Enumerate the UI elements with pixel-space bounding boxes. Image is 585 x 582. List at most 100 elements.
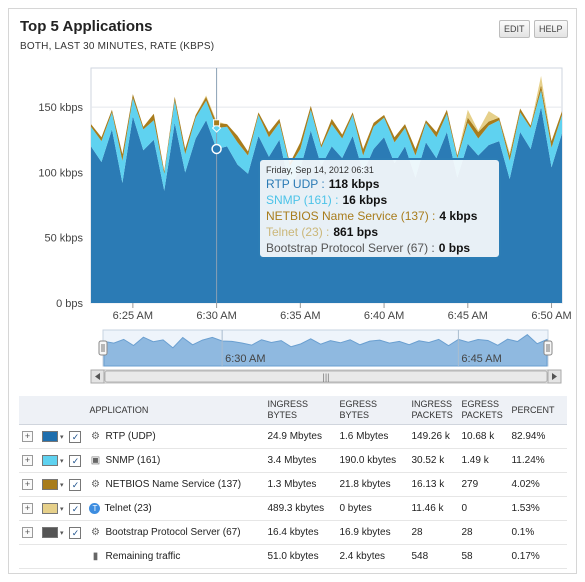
tooltip-series-label: SNMP (161) : [266, 193, 339, 207]
ingress-bytes-cell: 16.4 kbytes [264, 520, 337, 545]
application-name[interactable]: Telnet (23) [104, 503, 152, 515]
area-series-1[interactable] [91, 90, 562, 191]
percent-cell: 0.17% [508, 544, 567, 569]
table-row[interactable]: + ▾ ✓ ⚙ RTP (UDP) 24.9 Mbytes 1.6 Mbytes 149.2… [19, 424, 567, 449]
application-cell[interactable]: ⚙ RTP (UDP) [86, 424, 265, 449]
color-column-header [39, 396, 67, 425]
color-cell: ▾ [39, 424, 67, 449]
application-name[interactable]: SNMP (161) [105, 455, 161, 467]
application-name: Remaining traffic [105, 551, 181, 563]
application-cell[interactable]: T Telnet (23) [86, 496, 265, 521]
column-header-application[interactable]: APPLICATION [86, 396, 265, 425]
tooltip-series-value: 4 kbps [439, 209, 478, 223]
area-series-2[interactable] [91, 84, 562, 174]
color-dropdown-icon[interactable]: ▾ [58, 434, 64, 442]
tooltip-row: SNMP (161) :16 kbps [266, 192, 493, 208]
checkbox-cell: ✓ [66, 496, 87, 521]
series-color-swatch[interactable] [42, 454, 58, 466]
series-visibility-checkbox[interactable]: ✓ [69, 526, 82, 539]
expand-row-button[interactable]: + [22, 479, 33, 490]
color-dropdown-icon[interactable]: ▾ [58, 458, 64, 466]
tooltip-row: Bootstrap Protocol Server (67) :0 bps [266, 240, 493, 256]
scrollbar-grip: ||| [322, 372, 329, 382]
series-visibility-checkbox[interactable]: ✓ [69, 430, 82, 443]
egress-bytes-cell: 0 bytes [336, 496, 409, 521]
tooltip-series-label: NETBIOS Name Service (137) : [266, 209, 436, 223]
color-dropdown-icon[interactable]: ▾ [58, 530, 64, 538]
x-tick-label: 6:40 AM [364, 310, 404, 322]
color-cell [39, 544, 67, 569]
gears-icon: ⚙ [90, 478, 100, 490]
table-row[interactable]: + ▾ ✓ ⚙ NETBIOS Name Service (137) 1.3 Mbyte… [19, 472, 567, 497]
series-visibility-checkbox[interactable]: ✓ [69, 502, 82, 515]
color-cell: ▾ [39, 520, 67, 545]
widget-subtitle: BOTH, LAST 30 MINUTES, RATE (KBPS) [20, 41, 215, 52]
x-tick-label: 6:50 AM [531, 310, 571, 322]
expand-cell: + [19, 424, 39, 449]
series-color-swatch[interactable] [42, 526, 58, 538]
egress-packets-cell: 28 [458, 520, 509, 545]
application-name[interactable]: NETBIOS Name Service (137) [105, 479, 242, 491]
column-header-egress-packets[interactable]: EGRESS PACKETS [458, 396, 509, 425]
ingress-bytes-cell: 51.0 kbytes [264, 544, 337, 569]
color-dropdown-icon[interactable]: ▾ [58, 482, 64, 490]
series-color-swatch[interactable] [42, 502, 58, 514]
y-tick-label: 0 bps [56, 298, 83, 310]
table-row[interactable]: + ▾ ✓ ▣ SNMP (161) 3.4 Mbytes 190.0 kbytes 30.… [19, 448, 567, 473]
egress-bytes-cell: 21.8 kbytes [336, 472, 409, 497]
checkbox-cell: ✓ [66, 472, 87, 497]
tooltip-row: Telnet (23) :861 bps [266, 224, 493, 240]
help-button[interactable]: HELP [534, 20, 568, 38]
percent-cell: 1.53% [508, 496, 567, 521]
ingress-packets-cell: 548 [408, 544, 459, 569]
application-cell[interactable]: ⚙ Bootstrap Protocol Server (67) [86, 520, 265, 545]
expand-row-button[interactable]: + [22, 527, 33, 538]
tooltip-row: RTP UDP :118 kbps [266, 176, 493, 192]
column-header-ingress-bytes[interactable]: INGRESS BYTES [264, 396, 337, 425]
expand-row-button[interactable]: + [22, 431, 33, 442]
expand-cell [19, 544, 39, 569]
navigator-time-label: 6:30 AM [225, 353, 265, 365]
column-header-egress-bytes[interactable]: EGRESS BYTES [336, 396, 409, 425]
expand-cell: + [19, 496, 39, 521]
y-tick-label: 100 kbps [38, 167, 83, 179]
scrollbar-thumb[interactable] [104, 370, 548, 383]
ingress-packets-cell: 11.46 k [408, 496, 459, 521]
application-cell: ▮ Remaining traffic [86, 544, 265, 569]
column-header-percent[interactable]: PERCENT [508, 396, 567, 425]
column-header-ingress-packets[interactable]: INGRESS PACKETS [408, 396, 459, 425]
x-tick-label: 6:35 AM [280, 310, 320, 322]
checkbox-cell: ✓ [66, 448, 87, 473]
series-color-swatch[interactable] [42, 430, 58, 442]
monitor-icon: ▣ [90, 454, 101, 466]
x-tick-label: 6:25 AM [113, 310, 153, 322]
tooltip-row: NETBIOS Name Service (137) :4 kbps [266, 208, 493, 224]
application-cell[interactable]: ⚙ NETBIOS Name Service (137) [86, 472, 265, 497]
gears-icon: ⚙ [90, 526, 100, 538]
navigator-left-handle[interactable] [98, 340, 108, 356]
application-name[interactable]: RTP (UDP) [105, 431, 156, 443]
tooltip-series-value: 0 bps [438, 241, 471, 255]
table-row[interactable]: + ▾ ✓ T Telnet (23) 489.3 kbytes 0 bytes 11.46… [19, 496, 567, 521]
tooltip-series-label: RTP UDP : [266, 177, 325, 191]
application-cell[interactable]: ▣ SNMP (161) [86, 448, 265, 473]
table-row[interactable]: + ▾ ✓ ⚙ Bootstrap Protocol Server (67) 16.4 … [19, 520, 567, 545]
navigator-right-handle[interactable] [543, 340, 553, 356]
color-dropdown-icon[interactable]: ▾ [58, 506, 64, 514]
series-visibility-checkbox[interactable]: ✓ [69, 454, 82, 467]
application-name[interactable]: Bootstrap Protocol Server (67) [105, 527, 241, 539]
egress-bytes-cell: 16.9 kbytes [336, 520, 409, 545]
edit-button[interactable]: EDIT [499, 20, 530, 38]
expand-cell: + [19, 448, 39, 473]
series-color-swatch[interactable] [42, 478, 58, 490]
ingress-packets-cell: 16.13 k [408, 472, 459, 497]
ingress-bytes-cell: 24.9 Mbytes [264, 424, 337, 449]
navigator-time-label: 6:45 AM [461, 353, 501, 365]
expand-row-button[interactable]: + [22, 455, 33, 466]
telnet-icon: T [89, 502, 101, 514]
y-tick-label: 150 kbps [38, 102, 83, 114]
series-visibility-checkbox[interactable]: ✓ [69, 478, 82, 491]
expand-column-header [19, 396, 39, 425]
tooltip-series-label: Bootstrap Protocol Server (67) : [266, 241, 435, 255]
expand-row-button[interactable]: + [22, 503, 33, 514]
